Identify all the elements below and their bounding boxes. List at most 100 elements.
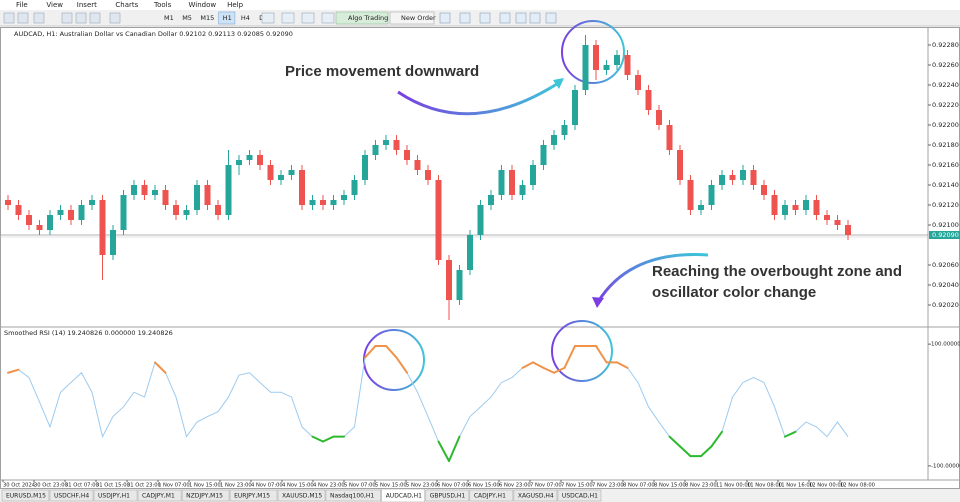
toolbar-icon[interactable] [301,12,315,24]
timeframe-button[interactable]: H4 [241,14,250,22]
x-tick-label: 6 Nov 07:00 [437,483,469,489]
chart-window [0,27,960,489]
candle-body [834,220,841,225]
tab[interactable] [557,489,602,502]
candle-body [309,200,316,205]
tab[interactable] [469,489,514,502]
oscillator-zone-segment [154,361,167,374]
y-tick-label: 0.92240 [932,81,959,89]
new-order-button[interactable] [389,11,435,25]
menu-item[interactable]: Window [189,1,217,9]
candle-body [656,110,662,125]
toolbar-icon[interactable] [479,12,491,24]
toolbar-icon[interactable] [109,12,121,24]
toolbar-icon[interactable] [3,12,15,24]
candle-body [425,170,431,180]
tab-label: XAUUSD,M15 [282,493,322,500]
tab[interactable] [137,489,182,502]
tab-label: Nasdaq100,H1 [330,493,374,500]
oscillator-zone-segment [311,435,324,443]
candle-body [446,260,452,300]
x-tick-label: 1 Nov 23:00 [220,483,252,489]
candle-body [582,45,589,90]
menu-item[interactable]: Tools [153,1,172,9]
tab[interactable] [325,489,382,502]
annotation-arrow [596,253,709,303]
y-tick-label: 0.92280 [932,41,959,49]
tab-active[interactable] [381,488,426,502]
x-tick-label: 4 Nov 23:00 [313,483,345,489]
oscillator-zone-segment [364,344,377,359]
toolbar-icon[interactable] [75,12,87,24]
timeframe-button[interactable]: M5 [182,14,192,22]
tab[interactable] [425,489,470,502]
annotation: oscillator color change [652,284,816,301]
candle-body [288,170,295,175]
y-tick-label: 0.92220 [932,101,959,109]
toolbar-icon[interactable] [499,12,511,24]
arrow-head [553,78,564,89]
candle-body [47,215,53,230]
tab[interactable] [513,489,558,502]
y-tick-label: 0.92160 [932,161,959,169]
candle-body [383,140,389,145]
algo-trading-button[interactable] [335,11,389,25]
tab[interactable] [1,489,50,502]
y-tick-label: 100.000000 [931,342,960,348]
candle-body [708,185,715,205]
toolbar-icon[interactable] [61,12,73,24]
x-tick-label: 4 Nov 07:00 [251,483,283,489]
tab[interactable] [93,489,138,502]
candle-body [488,195,494,205]
candle-body [15,205,22,215]
candle-body [141,185,148,195]
timeframe-button[interactable]: H1 [223,14,232,22]
arrow-head [592,297,604,308]
candle-body [204,185,211,205]
toolbar-icon[interactable] [281,12,295,24]
menu-item[interactable]: View [46,1,63,9]
x-tick-label: 8 Nov 23:00 [685,483,717,489]
candle-body [78,205,85,220]
candle-body [572,90,578,125]
toolbar-icon[interactable] [439,12,451,24]
toolbar-icon[interactable] [261,12,275,24]
timeframe-button[interactable]: M1 [164,14,174,22]
toolbar-icon[interactable] [321,12,335,24]
toolbar-icon[interactable] [545,12,557,24]
tab[interactable] [229,489,278,502]
candle-body [152,190,158,195]
candle-body [719,175,725,185]
tab[interactable] [49,489,94,502]
y-tick-label: 0.92180 [932,141,959,149]
toolbar-icon[interactable] [515,12,527,24]
toolbar-icon[interactable] [17,12,29,24]
x-tick-label: 30 Oct 23:00 [34,483,68,489]
tab[interactable] [277,489,326,502]
menu-item[interactable]: Charts [115,1,138,9]
candle-body [782,205,788,215]
oscillator-zone-segment [563,344,576,369]
x-tick-label: 30 Oct 2024 [3,483,36,489]
toolbar-icon[interactable] [459,12,471,24]
highlight-ring [551,320,613,382]
toolbar-icon[interactable] [529,12,541,24]
x-tick-label: 6 Nov 15:00 [468,483,500,489]
menu-item[interactable]: File [16,1,28,9]
oscillator-zone-segment [668,435,681,448]
candle-body [687,180,694,210]
oscillator-zone-segment [521,361,534,369]
toolbar-icon[interactable] [33,12,45,24]
candle-body [57,210,64,215]
menu-item[interactable]: Help [227,1,244,9]
toolbar-icon[interactable] [89,12,101,24]
oscillator-zone-segment [542,366,555,374]
candle-body [236,160,242,165]
timeframe-button[interactable]: M15 [200,14,214,22]
x-tick-label: 12 Nov 00:00 [809,483,844,489]
tab[interactable] [181,489,230,502]
y-tick-label: 0.92140 [932,181,959,189]
menu-item[interactable]: Insert [77,1,97,9]
candle-body [131,185,137,195]
